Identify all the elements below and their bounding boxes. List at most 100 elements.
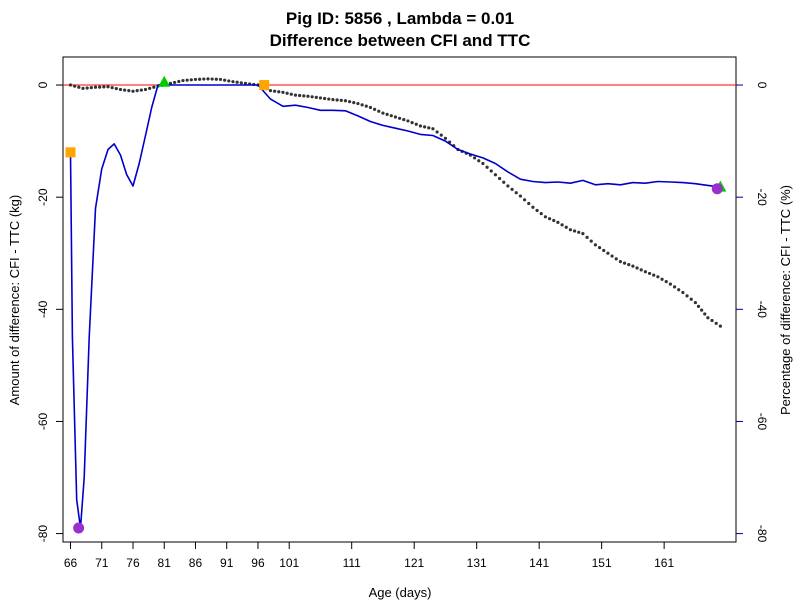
chart-title: Pig ID: 5856 , Lambda = 0.01: [286, 9, 514, 28]
x-tick-label: 76: [126, 556, 140, 570]
amount-point: [531, 205, 535, 209]
amount-point: [210, 77, 214, 81]
amount-point: [489, 169, 493, 173]
amount-point: [639, 268, 643, 272]
amount-point: [414, 122, 418, 126]
y-right-tick-label: -20: [755, 189, 769, 207]
amount-point: [472, 156, 477, 160]
amount-point: [718, 324, 722, 328]
amount-point: [710, 318, 714, 323]
amount-series: [68, 77, 722, 328]
x-tick-label: 96: [251, 556, 265, 570]
amount-point: [98, 85, 102, 89]
x-tick-label: 101: [279, 556, 299, 570]
x-tick-label: 141: [529, 556, 549, 570]
amount-point: [193, 77, 198, 82]
y-axis-left: 0 -20 -40 -60 -80: [36, 81, 63, 542]
orange-square-marker: [65, 147, 76, 158]
x-tick-label: 111: [343, 556, 362, 570]
amount-point: [635, 266, 639, 270]
series-layer: [68, 77, 722, 529]
amount-point: [547, 217, 552, 221]
amount-point: [93, 85, 98, 89]
amount-point: [502, 180, 506, 184]
amount-point: [152, 85, 156, 89]
amount-point: [477, 159, 481, 163]
amount-point: [131, 89, 135, 93]
amount-point: [293, 93, 298, 97]
amount-point: [139, 88, 143, 92]
amount-point: [422, 125, 427, 129]
y-right-tick-label: -60: [755, 413, 769, 431]
y-right-tick-label: -80: [755, 525, 769, 543]
y-left-tick-label: -20: [36, 188, 50, 206]
amount-point: [135, 89, 139, 93]
amount-point: [402, 118, 406, 122]
amount-point: [539, 212, 543, 216]
amount-point: [114, 86, 118, 91]
amount-point: [106, 85, 110, 89]
amount-point: [231, 80, 235, 84]
amount-point: [127, 89, 131, 93]
amount-point: [685, 294, 689, 298]
amount-point: [281, 90, 285, 94]
amount-point: [185, 78, 189, 82]
amount-point: [660, 277, 664, 281]
amount-point: [235, 80, 239, 84]
amount-point: [556, 220, 560, 225]
amount-point: [118, 87, 123, 92]
amount-point: [348, 100, 352, 104]
amount-point: [373, 107, 377, 111]
amount-point: [356, 101, 360, 106]
amount-point: [73, 84, 77, 88]
amount-point: [714, 321, 718, 325]
y-left-tick-label: -60: [36, 412, 50, 430]
amount-point: [177, 79, 181, 84]
amount-point: [273, 89, 277, 93]
amount-point: [398, 116, 402, 120]
amount-point: [693, 300, 697, 305]
amount-point: [497, 176, 502, 181]
amount-point: [618, 260, 622, 264]
amount-point: [81, 86, 85, 90]
amount-point: [606, 251, 610, 255]
amount-point: [627, 263, 631, 267]
amount-point: [393, 115, 398, 119]
amount-point: [543, 215, 548, 219]
x-tick-label: 131: [467, 556, 487, 570]
amount-point: [214, 77, 218, 81]
amount-point: [435, 130, 439, 134]
amount-point: [364, 104, 368, 108]
amount-point: [223, 78, 227, 82]
amount-point: [277, 90, 281, 94]
amount-point: [589, 239, 593, 243]
amount-point: [302, 94, 306, 98]
y-right-tick-label: -40: [755, 301, 769, 319]
amount-point: [703, 312, 707, 316]
amount-point: [377, 109, 381, 113]
amount-point: [306, 94, 310, 98]
amount-point: [564, 225, 568, 229]
x-axis: 66 71 76 81 86 91 96 101 111 121 131 141 151 161: [64, 541, 674, 570]
amount-point: [243, 81, 248, 85]
amount-point: [535, 208, 539, 213]
amount-point: [410, 121, 414, 125]
y-right-tick-label: 0: [755, 82, 769, 89]
amount-point: [431, 127, 435, 131]
amount-point: [77, 85, 81, 89]
amount-point: [493, 173, 498, 177]
amount-point: [327, 97, 331, 101]
amount-point: [385, 112, 389, 116]
amount-point: [202, 77, 206, 81]
amount-point: [418, 124, 423, 128]
amount-point: [427, 126, 431, 130]
amount-point: [577, 230, 581, 234]
amount-point: [518, 194, 523, 198]
amount-point: [681, 290, 685, 295]
amount-point: [239, 81, 243, 85]
amount-point: [647, 271, 652, 276]
purple-circle-marker: [73, 522, 85, 534]
y-left-tick-label: -80: [36, 525, 50, 543]
amount-point: [689, 297, 693, 301]
amount-point: [581, 232, 585, 236]
